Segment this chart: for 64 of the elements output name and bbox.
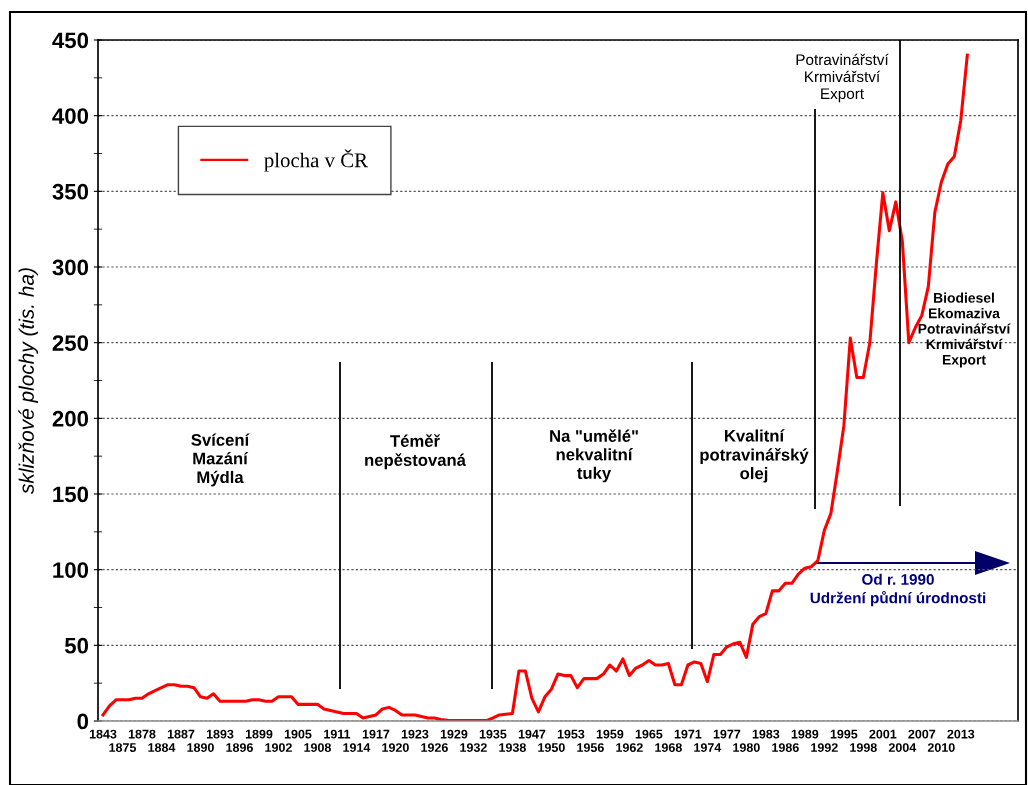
annotation: Svícení Mazání Mýdla: [191, 433, 250, 487]
annotation: Od r. 1990 Udržení půdní úrodnosti: [810, 573, 986, 607]
x-tick-label: 1989: [791, 729, 819, 739]
x-tick-label: 1905: [284, 729, 312, 739]
x-tick-label: 1959: [596, 729, 624, 739]
annotation: Kvalitní potravinářský olej: [700, 429, 809, 483]
x-tick-label: 1977: [713, 729, 741, 739]
x-tick-label: 1968: [655, 743, 682, 752]
x-tick-label: 1908: [304, 743, 331, 752]
x-tick-label: 1875: [109, 743, 137, 752]
x-tick-label: 1971: [674, 729, 702, 739]
x-tick-label: 1917: [362, 729, 390, 739]
x-tick-label: 2013: [947, 729, 975, 739]
x-tick-label: 1920: [382, 743, 409, 752]
x-tick-label: 1932: [460, 743, 487, 752]
x-tick-label: 1884: [148, 743, 176, 752]
x-tick-label: 1938: [499, 743, 526, 752]
x-tick-label: 1956: [577, 743, 604, 752]
x-tick-label: 1953: [557, 729, 585, 739]
x-tick-label: 1992: [811, 743, 838, 752]
annotation: Potravinářství Krmivářství Export: [796, 53, 889, 103]
y-axis-title: sklizňové plochy (tis. ha): [18, 268, 39, 494]
x-tick-label: 1935: [479, 729, 507, 739]
x-tick-label: 1878: [128, 729, 156, 739]
x-tick-label: 2010: [927, 743, 955, 752]
x-tick-label: 1914: [343, 743, 371, 752]
x-tick-label: 1843: [89, 729, 117, 739]
x-tick-label: 1965: [635, 729, 663, 739]
y-tick-label: 100: [53, 562, 89, 578]
legend-label: plocha v ČR: [264, 149, 368, 172]
x-tick-label: 1995: [830, 729, 858, 739]
x-tick-label: 1950: [538, 743, 565, 752]
y-tick-label: 50: [64, 637, 89, 654]
x-tick-label: 1974: [694, 743, 722, 752]
x-tick-label: 1902: [265, 743, 292, 752]
y-tick-label: 450: [52, 32, 89, 49]
x-tick-label: 1890: [187, 743, 214, 752]
x-tick-label: 1896: [226, 743, 253, 752]
x-tick-label: 1893: [206, 729, 234, 739]
x-tick-label: 1929: [440, 729, 468, 739]
y-tick-label: 250: [52, 335, 89, 351]
x-tick-label: 1962: [616, 743, 643, 752]
x-tick-label: 2001: [869, 729, 897, 739]
x-tick-label: 2004: [888, 743, 917, 752]
annotation: Biodiesel Ekomaziva Potravinářství Krmivářství Export: [918, 292, 1011, 368]
y-tick-label: 350: [52, 183, 89, 200]
y-tick-label: 150: [53, 486, 89, 503]
annotation: Téměř nepěstovaná: [365, 434, 466, 470]
y-tick-label: 0: [77, 713, 89, 730]
x-tick-label: 1980: [733, 743, 760, 752]
x-tick-label: 1923: [401, 729, 429, 739]
x-tick-label: 1899: [245, 729, 273, 739]
x-tick-label: 1887: [167, 729, 195, 739]
x-tick-label: 1911: [324, 729, 351, 739]
y-tick-label: 200: [52, 410, 89, 427]
x-tick-label: 1947: [518, 729, 546, 739]
x-tick-label: 1983: [752, 729, 780, 739]
y-tick-label: 400: [52, 108, 89, 124]
x-tick-label: 1998: [850, 743, 877, 752]
annotation: Na "umělé" nekvalitní tuky: [550, 429, 638, 483]
x-tick-label: 1986: [772, 743, 799, 752]
x-tick-label: 2007: [908, 729, 936, 739]
x-tick-label: 1926: [421, 743, 448, 752]
y-tick-label: 300: [52, 259, 89, 276]
